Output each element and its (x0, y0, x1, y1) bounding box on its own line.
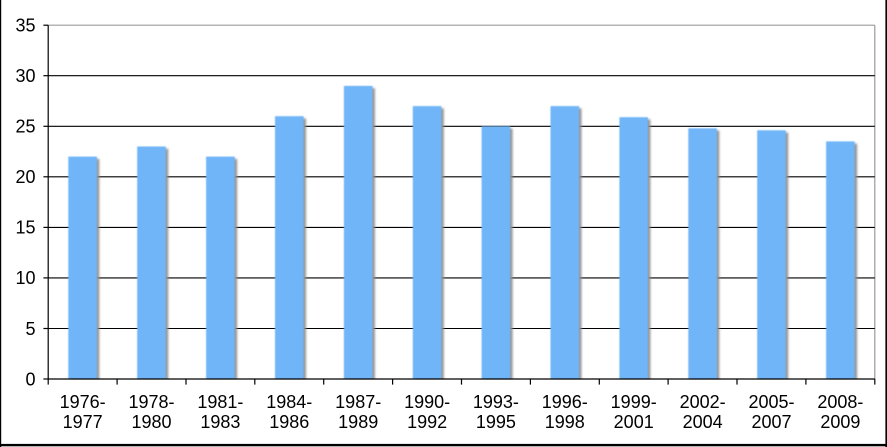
svg-text:1980: 1980 (131, 412, 171, 432)
svg-text:2004: 2004 (683, 412, 723, 432)
svg-text:1986: 1986 (269, 412, 309, 432)
svg-text:1998: 1998 (545, 412, 585, 432)
svg-text:1992: 1992 (407, 412, 447, 432)
svg-text:0: 0 (25, 369, 35, 389)
svg-text:1977: 1977 (63, 412, 103, 432)
svg-text:1978-: 1978- (128, 392, 174, 412)
svg-text:15: 15 (15, 218, 35, 238)
svg-text:1993-: 1993- (473, 392, 519, 412)
svg-text:2009: 2009 (820, 412, 860, 432)
svg-text:1976-: 1976- (60, 392, 106, 412)
svg-text:2008-: 2008- (817, 392, 863, 412)
svg-text:1987-: 1987- (335, 392, 381, 412)
svg-text:2007: 2007 (751, 412, 791, 432)
svg-text:1984-: 1984- (266, 392, 312, 412)
svg-text:2002-: 2002- (680, 392, 726, 412)
svg-text:5: 5 (25, 319, 35, 339)
svg-text:1996-: 1996- (542, 392, 588, 412)
svg-text:1981-: 1981- (197, 392, 243, 412)
svg-text:1999-: 1999- (611, 392, 657, 412)
svg-text:30: 30 (15, 66, 35, 86)
svg-text:25: 25 (15, 117, 35, 137)
svg-text:20: 20 (15, 167, 35, 187)
svg-text:1990-: 1990- (404, 392, 450, 412)
svg-text:2001: 2001 (614, 412, 654, 432)
svg-text:1983: 1983 (200, 412, 240, 432)
svg-text:1989: 1989 (338, 412, 378, 432)
svg-text:10: 10 (15, 268, 35, 288)
svg-text:1995: 1995 (476, 412, 516, 432)
svg-text:2005-: 2005- (748, 392, 794, 412)
svg-text:35: 35 (15, 16, 35, 36)
